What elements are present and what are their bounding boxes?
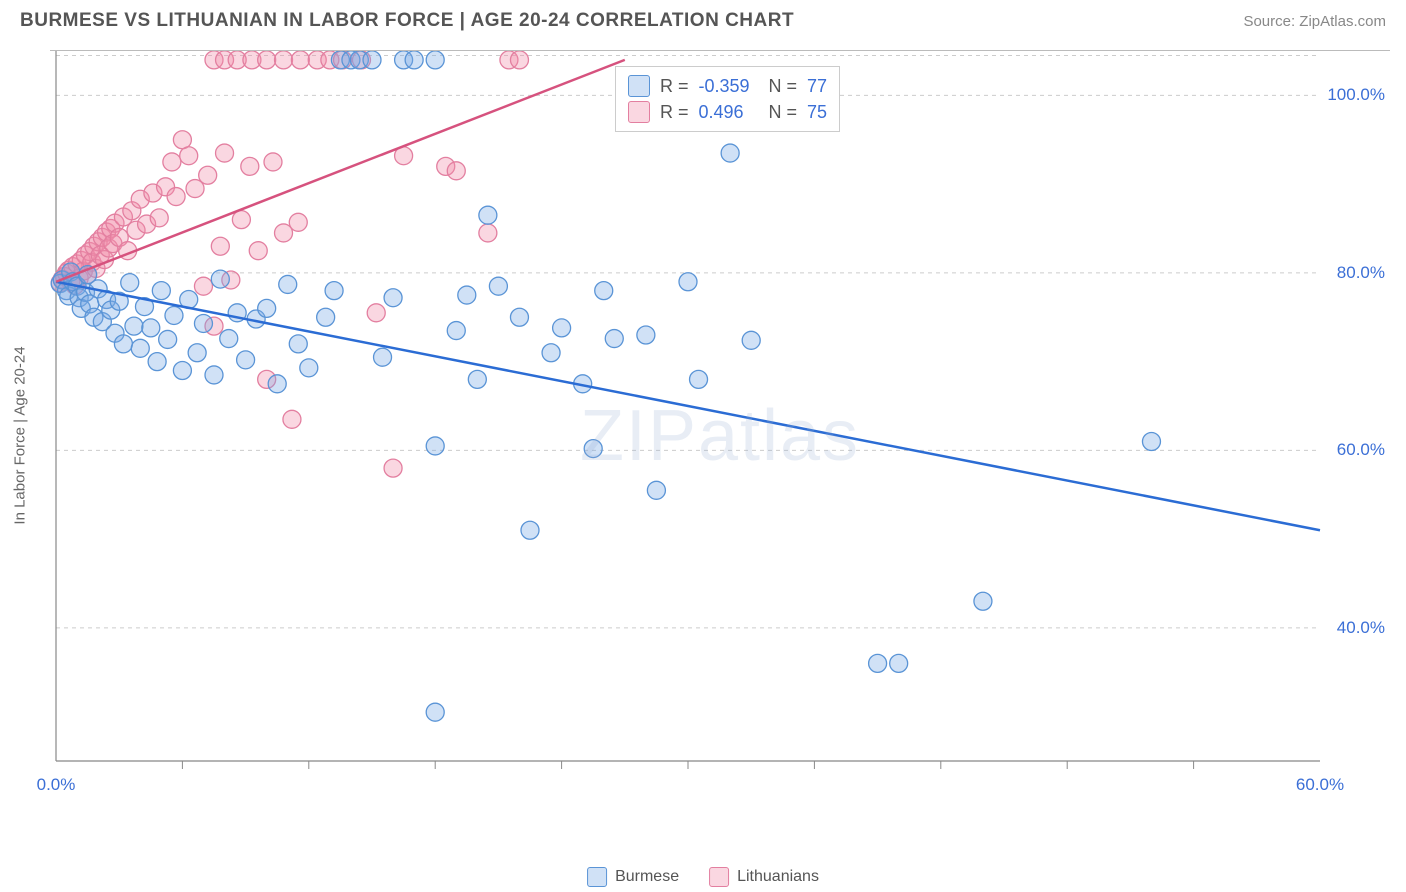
legend-item: Lithuanians xyxy=(709,867,819,887)
legend-label: Lithuanians xyxy=(737,868,819,886)
stats-r-label: R = xyxy=(660,102,689,123)
chart-title: BURMESE VS LITHUANIAN IN LABOR FORCE | A… xyxy=(20,10,794,32)
stats-r-value: -0.359 xyxy=(699,76,759,97)
stats-row: R = 0.496 N = 75 xyxy=(628,99,827,125)
legend: Burmese Lithuanians xyxy=(587,867,819,887)
y-tick-label: 60.0% xyxy=(1337,440,1385,460)
y-tick-label: 80.0% xyxy=(1337,263,1385,283)
chart-plot-area: ZIPatlas R =-0.359N =77R =0.496N =75 40.… xyxy=(50,50,1390,820)
legend-swatch xyxy=(587,867,607,887)
x-tick-label: 0.0% xyxy=(37,775,76,795)
stats-n-label: N = xyxy=(769,102,798,123)
stats-r-label: R = xyxy=(660,76,689,97)
stats-swatch xyxy=(628,101,650,123)
stats-swatch xyxy=(628,75,650,97)
stats-n-value: 77 xyxy=(807,76,827,97)
x-tick-label: 60.0% xyxy=(1296,775,1344,795)
stats-row: R = -0.359 N = 77 xyxy=(628,73,827,99)
stats-n-label: N = xyxy=(769,76,798,97)
source-label: Source: ZipAtlas.com xyxy=(1243,13,1386,30)
legend-item: Burmese xyxy=(587,867,679,887)
legend-label: Burmese xyxy=(615,868,679,886)
legend-swatch xyxy=(709,867,729,887)
y-axis-label: In Labor Force | Age 20-24 xyxy=(12,346,29,524)
stats-r-value: 0.496 xyxy=(699,102,759,123)
y-tick-label: 100.0% xyxy=(1327,85,1385,105)
chart-svg xyxy=(50,51,1390,820)
stats-n-value: 75 xyxy=(807,102,827,123)
correlation-stats-box: R = -0.359 N = 77 R = 0.496 N = 75 xyxy=(615,66,840,132)
y-axis-label-container: In Labor Force | Age 20-24 xyxy=(0,50,40,820)
y-tick-label: 40.0% xyxy=(1337,618,1385,638)
